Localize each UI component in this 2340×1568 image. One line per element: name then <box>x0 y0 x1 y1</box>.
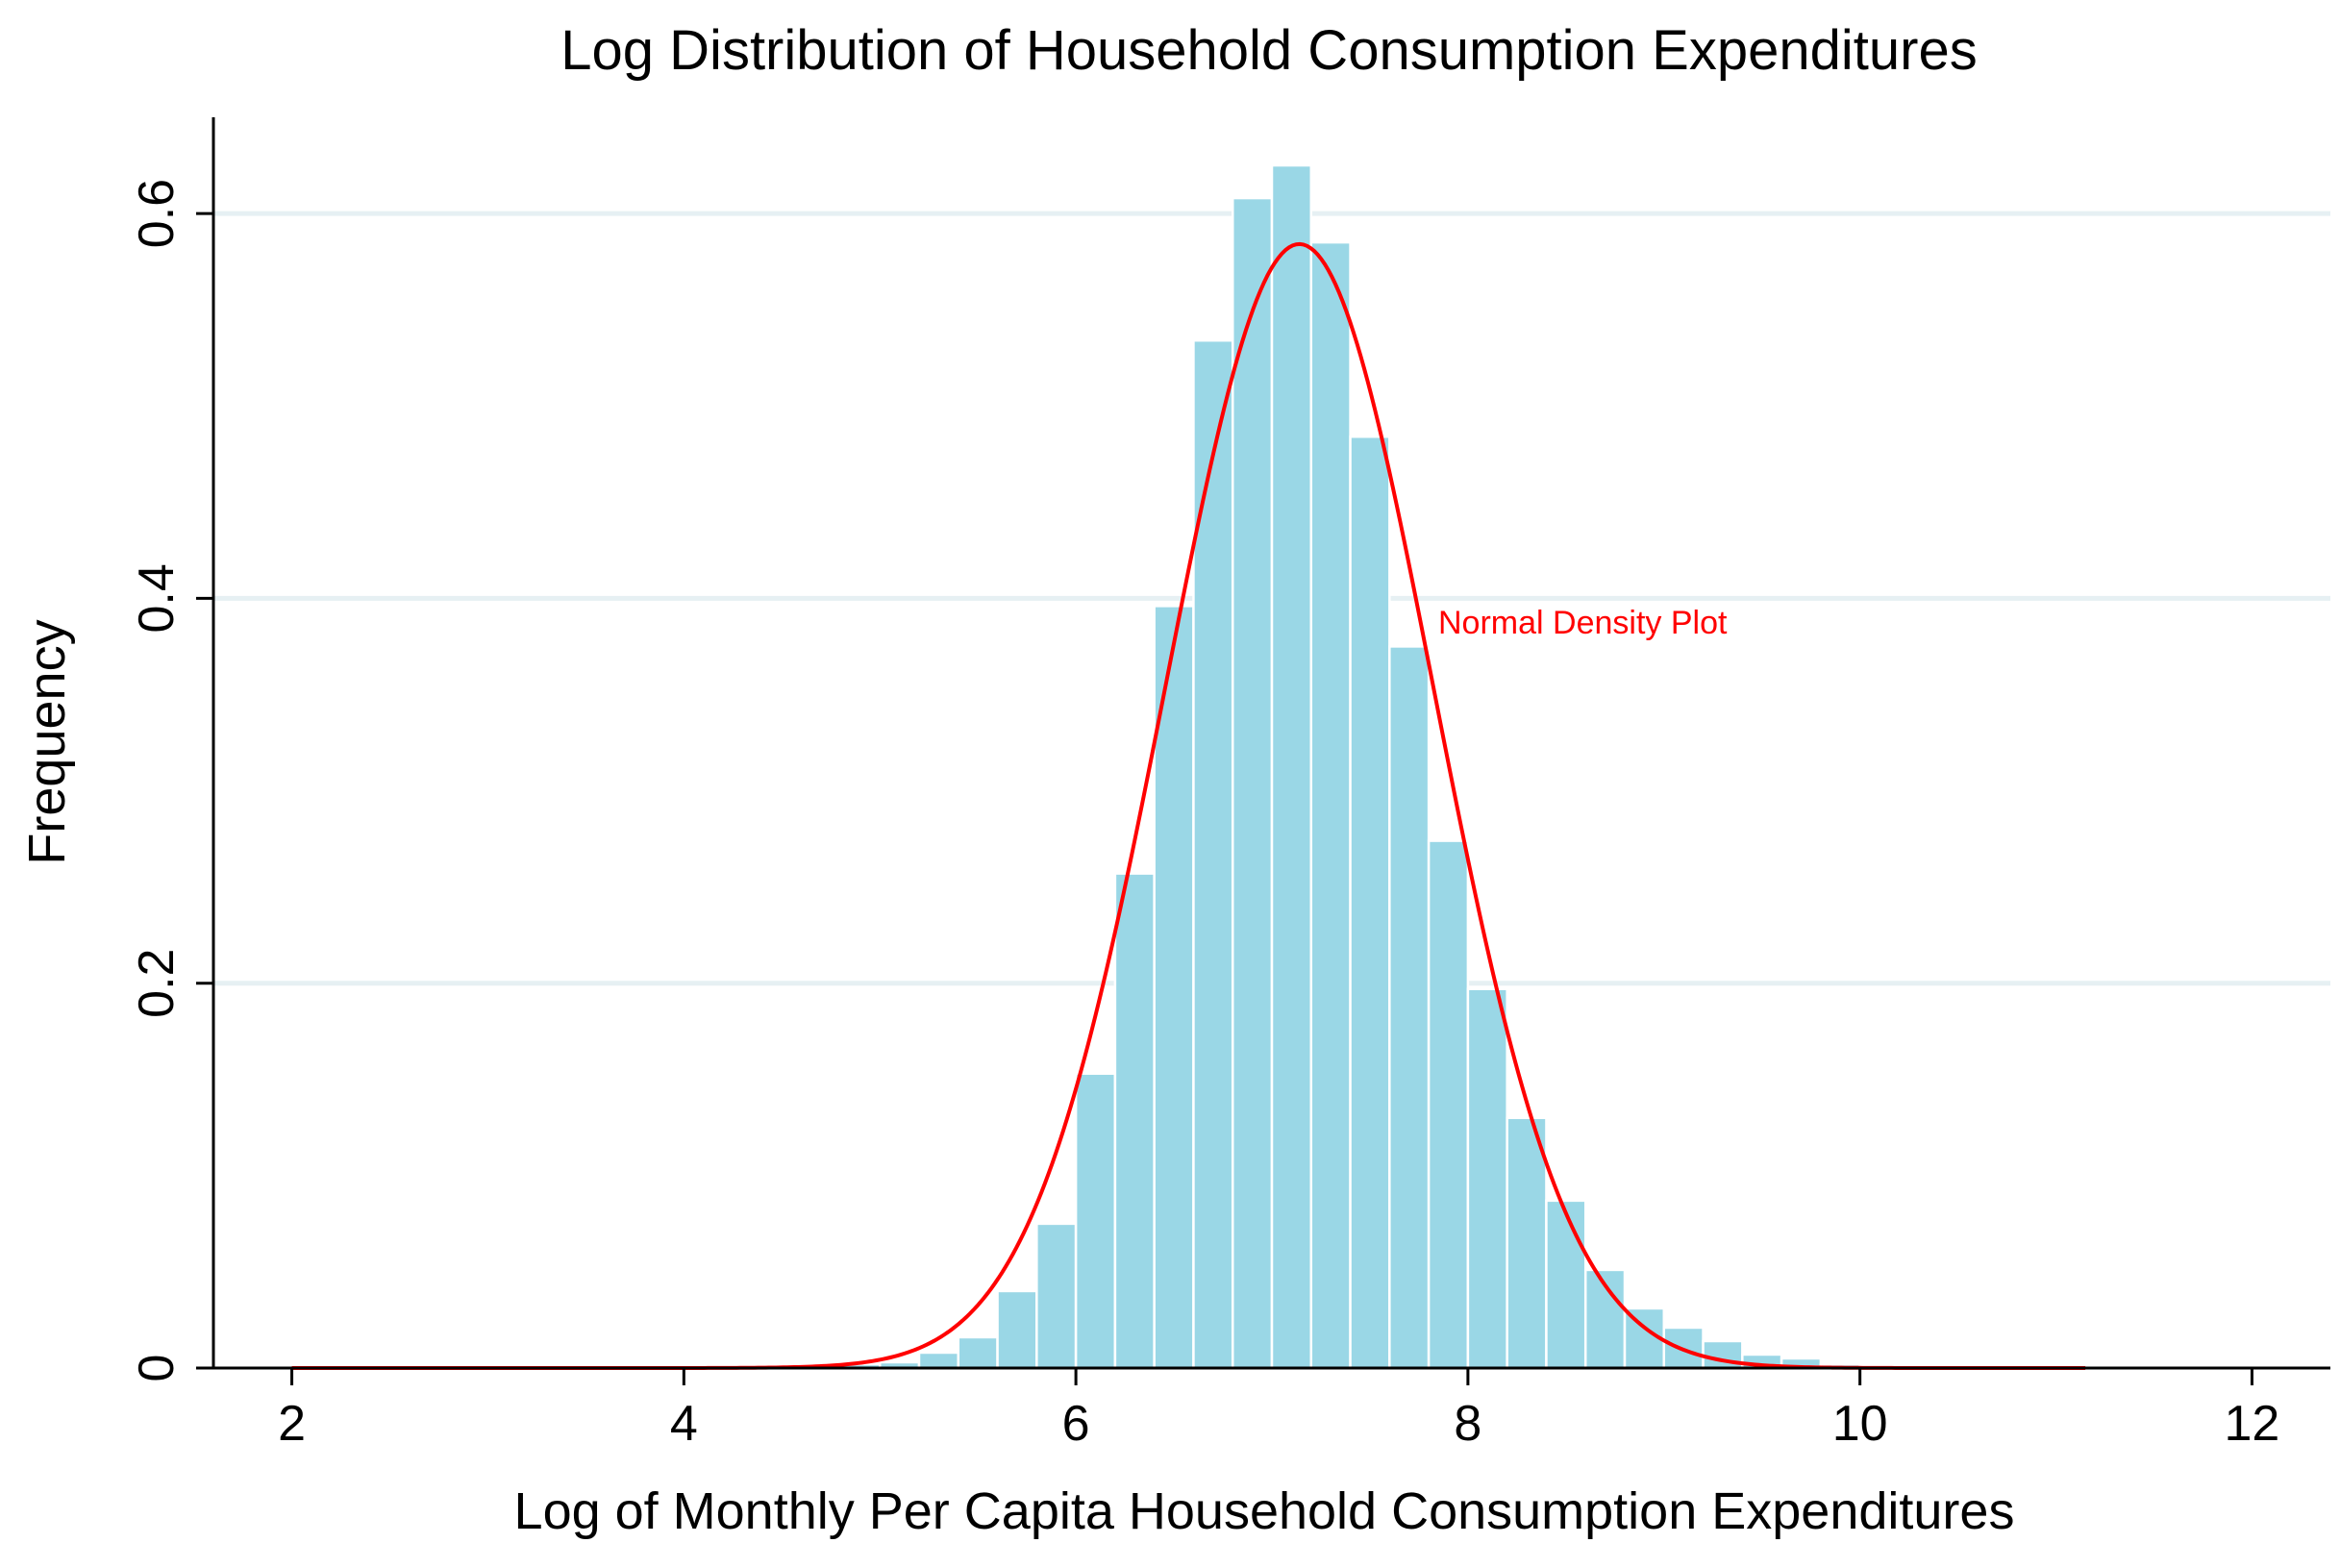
y-tick-label: 0.2 <box>129 949 185 1018</box>
x-tick-label: 4 <box>670 1396 698 1452</box>
chart-title: Log Distribution of Household Consumptio… <box>560 19 1977 82</box>
histogram-bar <box>1545 1199 1587 1370</box>
histogram-bar <box>1388 645 1431 1370</box>
x-tick-label: 6 <box>1062 1396 1090 1452</box>
histogram-bar <box>1113 872 1156 1370</box>
normal-density-annotation: Normal Density Plot <box>1438 605 1728 641</box>
histogram-bar <box>1270 163 1313 1370</box>
x-axis-label: Log of Monthly Per Capita Household Cons… <box>514 1482 2015 1540</box>
histogram-bar <box>1035 1222 1078 1370</box>
histogram-bar <box>1153 605 1195 1370</box>
histogram-bar <box>1231 196 1274 1370</box>
y-tick-label: 0 <box>129 1355 185 1382</box>
histogram-bar <box>917 1351 960 1370</box>
histogram-bar <box>1466 987 1508 1370</box>
x-tick-label: 10 <box>1832 1396 1888 1452</box>
y-tick-label: 0.6 <box>129 179 185 248</box>
histogram-bar <box>1074 1072 1117 1370</box>
histogram-bar <box>1309 240 1352 1370</box>
histogram-bar <box>1349 436 1391 1370</box>
axes <box>196 117 2330 1385</box>
histogram-bar <box>996 1289 1038 1370</box>
histogram-bar <box>1427 839 1470 1370</box>
x-tick-label: 2 <box>278 1396 306 1452</box>
histogram-bar <box>1583 1268 1627 1370</box>
tick-labels: 2 4 6 8 10 12 0 0.2 0.4 0.6 <box>129 179 2279 1452</box>
y-axis-label: Frequency <box>18 619 76 864</box>
histogram-bar <box>1506 1116 1548 1370</box>
x-tick-label: 8 <box>1454 1396 1481 1452</box>
histogram-bar <box>1192 338 1234 1370</box>
x-tick-label: 12 <box>2225 1396 2280 1452</box>
histogram-bar <box>957 1335 999 1370</box>
histogram-bars <box>800 163 2097 1370</box>
y-tick-label: 0.4 <box>129 563 185 633</box>
